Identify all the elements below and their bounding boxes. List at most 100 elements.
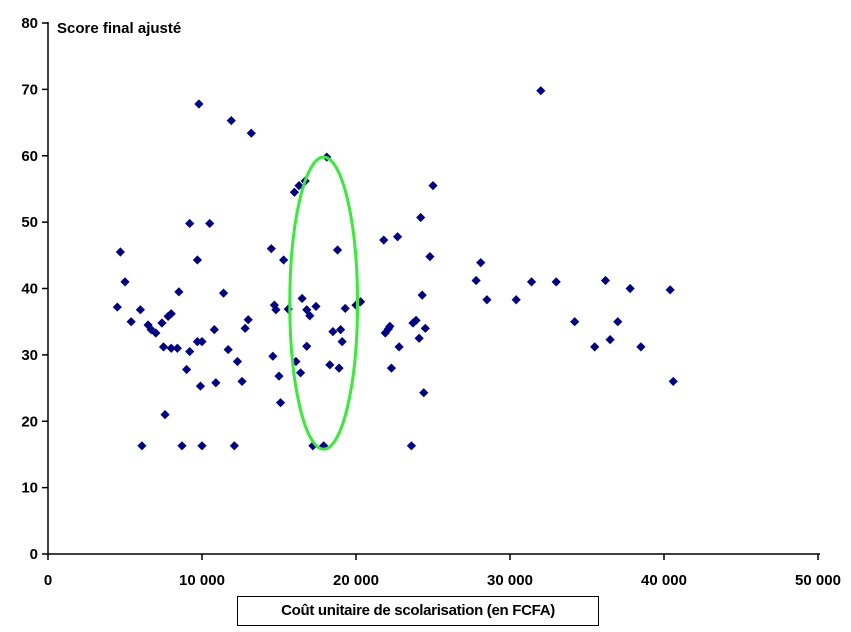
data-point [274,371,284,381]
data-point [420,323,430,333]
data-point [115,247,125,257]
y-ticks: 0 10 20 30 40 50 60 70 80 [21,15,48,563]
y-tick-label: 40 [21,281,38,298]
data-point [328,327,338,337]
data-point [205,218,215,229]
data-point [332,245,343,255]
data-point [471,275,481,286]
data-point [209,325,219,335]
y-tick-label: 80 [21,15,38,32]
data-point [428,181,438,191]
data-point [146,325,156,335]
data-point [665,285,675,295]
data-point [157,318,167,328]
data-point [271,305,281,315]
data-point [120,277,130,287]
data-point [197,441,207,451]
x-tick-label: 0 [44,572,52,589]
x-tick-label: 40 000 [641,572,687,589]
data-point [197,337,207,347]
data-point [137,441,147,451]
data-point [185,346,195,357]
data-point [536,86,546,96]
data-point [334,363,344,373]
data-point [166,309,176,319]
data-point [268,351,278,361]
data-point [416,212,426,223]
data-point [406,441,417,451]
data-point [394,342,404,352]
y-axis-title: Score final ajusté [57,20,181,37]
data-point [126,317,136,327]
y-tick-label: 0 [30,546,38,563]
data-point [511,295,521,305]
data-point [600,275,611,286]
data-point [237,376,247,387]
data-point [425,252,435,262]
data-point [337,337,347,347]
data-point [408,318,418,328]
data-point [279,255,289,265]
data-point [302,341,312,351]
data-point [135,305,145,315]
x-ticks: 0 10 000 20 000 30 000 40 000 50 000 [44,554,841,589]
data-point [385,321,395,331]
data-point [182,364,192,375]
data-point [229,441,239,451]
data-point [194,99,204,109]
y-tick-label: 50 [21,214,38,231]
data-point [192,337,202,347]
data-point [192,255,202,265]
y-tick-label: 10 [21,480,38,497]
x-tick-label: 10 000 [179,572,225,589]
data-point [417,290,427,300]
data-point [297,293,307,304]
data-point [419,388,429,398]
data-point [151,328,161,338]
data-point [386,363,397,373]
data-point [223,344,233,355]
data-point [613,317,623,327]
data-point [414,333,424,343]
data-point [174,287,184,297]
x-tick-label: 20 000 [333,572,379,589]
data-point [275,398,286,408]
data-point [294,181,304,191]
data-point [302,305,312,315]
data-point [185,218,195,229]
data-point [295,368,306,378]
data-point [112,302,122,312]
data-point [160,410,170,420]
data-points [112,86,678,451]
data-point [166,343,176,353]
data-point [177,441,187,451]
data-point [289,187,299,197]
data-point [243,315,253,325]
data-point [636,342,646,352]
data-point [590,342,600,352]
data-point [246,128,256,138]
y-tick-label: 30 [21,347,38,364]
data-point [551,277,561,287]
data-point [319,441,329,451]
data-point [226,115,236,126]
y-tick-label: 60 [21,148,38,165]
data-point [325,360,335,370]
data-point [336,325,346,335]
data-point [195,381,206,391]
data-point [172,343,182,353]
data-point [668,376,678,387]
data-point [605,335,615,345]
data-point [305,311,315,321]
data-point [311,301,321,312]
data-point [526,277,537,287]
data-point [476,258,486,268]
y-tick-label: 20 [21,413,38,430]
data-point [218,288,229,298]
data-point [232,356,243,367]
data-point [411,315,421,325]
x-tick-label: 50 000 [795,572,841,589]
x-axis-title: Coût unitaire de scolarisation (en FCFA) [237,596,599,626]
y-tick-label: 70 [21,81,38,98]
